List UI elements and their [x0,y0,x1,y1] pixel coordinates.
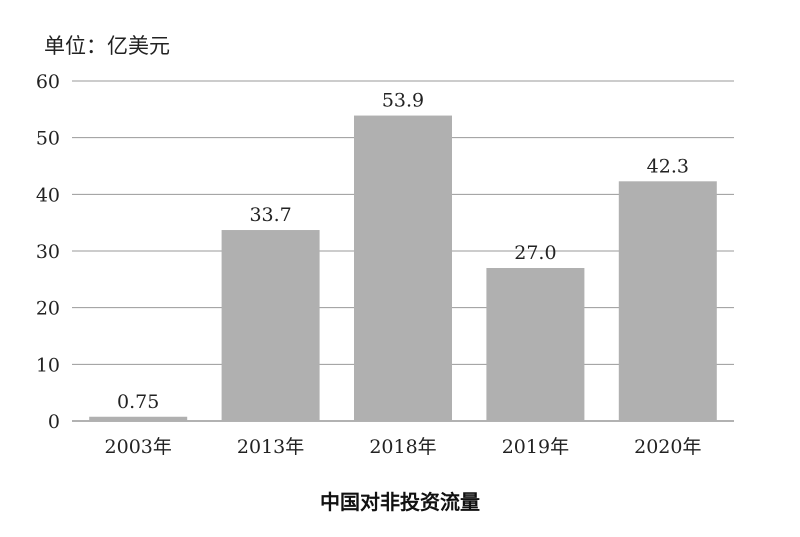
data-label: 33.7 [249,204,291,226]
y-axis-ticks: 0 10 20 30 40 50 60 [36,71,60,433]
x-tick-label: 2020年 [634,436,701,458]
y-tick-label: 30 [36,241,60,263]
data-label: 42.3 [647,155,689,177]
bar [89,416,188,421]
x-tick-label: 2019年 [502,436,569,458]
x-tick-label: 2003年 [105,436,172,458]
bar [221,230,320,421]
y-tick-label: 40 [36,184,60,206]
data-label: 27.0 [514,242,556,264]
x-axis-ticks: 2003年 2013年 2018年 2019年 2020年 [105,436,702,458]
bars [89,115,717,422]
y-tick-label: 60 [36,71,60,93]
x-tick-label: 2013年 [237,436,304,458]
y-tick-label: 50 [36,128,60,150]
bar [486,268,585,421]
x-axis-title: 中国对非投资流量 [320,490,480,514]
y-tick-label: 20 [36,298,60,320]
data-labels: 0.75 33.7 53.9 27.0 42.3 [117,90,689,413]
bar [618,181,717,421]
y-tick-label: 10 [36,354,60,376]
x-tick-label: 2018年 [369,436,436,458]
bar [354,115,452,422]
data-label: 53.9 [382,90,424,112]
data-label: 0.75 [117,391,159,413]
y-tick-label: 0 [48,411,60,433]
unit-label: 单位：亿美元 [44,34,170,58]
